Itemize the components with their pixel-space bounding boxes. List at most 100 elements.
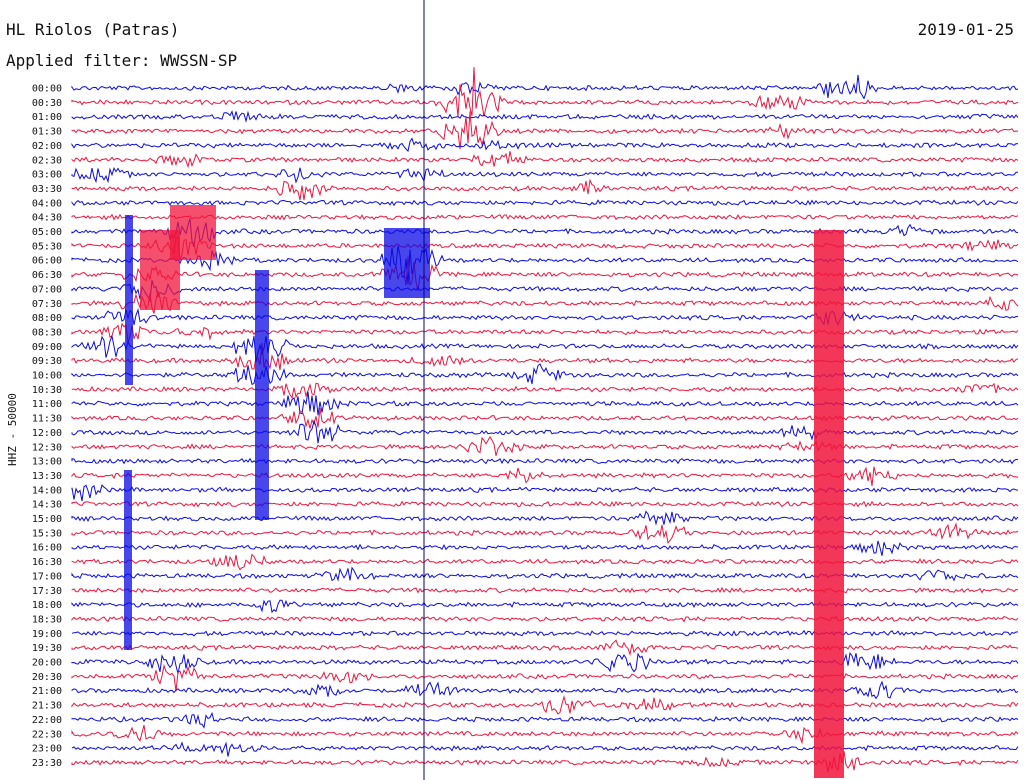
- trace-0000: [71, 74, 1019, 100]
- trace-1330: [71, 466, 1019, 486]
- time-tick-label: 11:30: [32, 414, 62, 425]
- time-tick-label: 12:00: [32, 428, 62, 439]
- time-tick-label: 07:00: [32, 284, 62, 295]
- trace-0330: [71, 178, 1019, 201]
- trace-0500: [71, 218, 1019, 247]
- time-tick-label: 10:00: [32, 371, 62, 382]
- time-tick-label: 14:00: [32, 485, 62, 496]
- trace-1200: [71, 419, 1019, 444]
- event-block-0: [384, 228, 430, 298]
- time-tick-label: 00:00: [32, 84, 62, 95]
- trace-1830: [71, 615, 1019, 623]
- time-tick-label: 20:00: [32, 658, 62, 669]
- trace-0800: [71, 308, 1019, 327]
- trace-0600: [71, 245, 1019, 285]
- trace-0900: [71, 334, 1019, 363]
- time-tick-label: 21:00: [32, 686, 62, 697]
- time-tick-label: 13:00: [32, 457, 62, 468]
- time-tick-label: 03:00: [32, 170, 62, 181]
- time-tick-label: 16:00: [32, 543, 62, 554]
- trace-1130: [71, 408, 1019, 429]
- time-tick-label: 17:30: [32, 586, 62, 597]
- trace-1030: [71, 382, 1019, 399]
- time-tick-label: 05:00: [32, 227, 62, 238]
- trace-1800: [71, 599, 1019, 614]
- event-block-4: [255, 270, 269, 520]
- filter-label: Applied filter: WWSSN-SP: [6, 51, 238, 70]
- trace-0030: [71, 67, 1019, 117]
- trace-1630: [71, 553, 1019, 571]
- trace-1600: [71, 540, 1019, 556]
- trace-0230: [71, 151, 1019, 169]
- trace-1000: [71, 363, 1019, 386]
- time-tick-label: 20:30: [32, 672, 62, 683]
- trace-0130: [71, 111, 1019, 150]
- trace-1730: [71, 586, 1019, 594]
- time-tick-label: 01:00: [32, 112, 62, 123]
- trace-0400: [71, 199, 1019, 207]
- date-label: 2019-01-25: [917, 20, 1014, 39]
- time-tick-label: 13:30: [32, 471, 62, 482]
- time-tick-label: 11:00: [32, 399, 62, 410]
- trace-1400: [71, 484, 1019, 502]
- time-tick-label: 06:30: [32, 270, 62, 281]
- trace-1500: [71, 510, 1019, 526]
- trace-0530: [71, 236, 1019, 261]
- time-tick-label: 05:30: [32, 241, 62, 252]
- trace-0100: [71, 110, 1019, 123]
- traces: [71, 67, 1019, 773]
- time-tick-label: 21:30: [32, 701, 62, 712]
- time-tick-label: 18:30: [32, 614, 62, 625]
- trace-1300: [71, 457, 1019, 465]
- time-tick-label: 14:30: [32, 500, 62, 511]
- trace-2230: [71, 724, 1019, 745]
- trace-1100: [71, 391, 1019, 416]
- time-tick-label: 03:30: [32, 184, 62, 195]
- time-tick-label: 19:30: [32, 643, 62, 654]
- time-tick-label: 10:30: [32, 385, 62, 396]
- time-tick-label: 17:00: [32, 571, 62, 582]
- time-tick-label: 23:30: [32, 758, 62, 769]
- trace-1930: [71, 639, 1019, 657]
- trace-2200: [71, 711, 1019, 729]
- time-tick-label: 08:00: [32, 313, 62, 324]
- event-block-2: [140, 230, 180, 310]
- trace-2100: [71, 680, 1019, 700]
- time-tick-label: 09:00: [32, 342, 62, 353]
- time-tick-label: 01:30: [32, 127, 62, 138]
- station-title: HL Riolos (Patras): [6, 20, 180, 39]
- time-tick-label: 07:30: [32, 299, 62, 310]
- time-tick-label: 06:00: [32, 256, 62, 267]
- trace-0730: [71, 290, 1019, 314]
- trace-0700: [71, 280, 1019, 303]
- time-tick-label: 15:00: [32, 514, 62, 525]
- trace-1700: [71, 566, 1019, 582]
- time-tick-label: 22:00: [32, 715, 62, 726]
- event-block-5: [124, 470, 132, 650]
- trace-2030: [71, 663, 1019, 692]
- trace-1530: [71, 522, 1019, 544]
- trace-2000: [71, 652, 1019, 674]
- time-tick-label: 15:30: [32, 528, 62, 539]
- time-tick-label: 04:30: [32, 213, 62, 224]
- trace-2300: [71, 741, 1019, 757]
- trace-2130: [71, 695, 1019, 715]
- time-tick-label: 12:30: [32, 442, 62, 453]
- trace-0430: [71, 213, 1019, 221]
- time-tick-label: 23:00: [32, 744, 62, 755]
- trace-1230: [71, 435, 1019, 456]
- trace-0300: [71, 166, 1019, 184]
- trace-0630: [71, 256, 1019, 292]
- trace-0930: [71, 342, 1019, 371]
- time-tick-label: 02:00: [32, 141, 62, 152]
- event-block-3: [125, 215, 133, 385]
- time-tick-label: 09:30: [32, 356, 62, 367]
- time-tick-label: 02:30: [32, 155, 62, 166]
- time-tick-label: 00:30: [32, 98, 62, 109]
- time-tick-label: 18:00: [32, 600, 62, 611]
- time-tick-label: 19:00: [32, 629, 62, 640]
- trace-1430: [71, 500, 1019, 508]
- time-tick-label: 08:30: [32, 327, 62, 338]
- event-band: [814, 230, 844, 778]
- time-tick-label: 22:30: [32, 729, 62, 740]
